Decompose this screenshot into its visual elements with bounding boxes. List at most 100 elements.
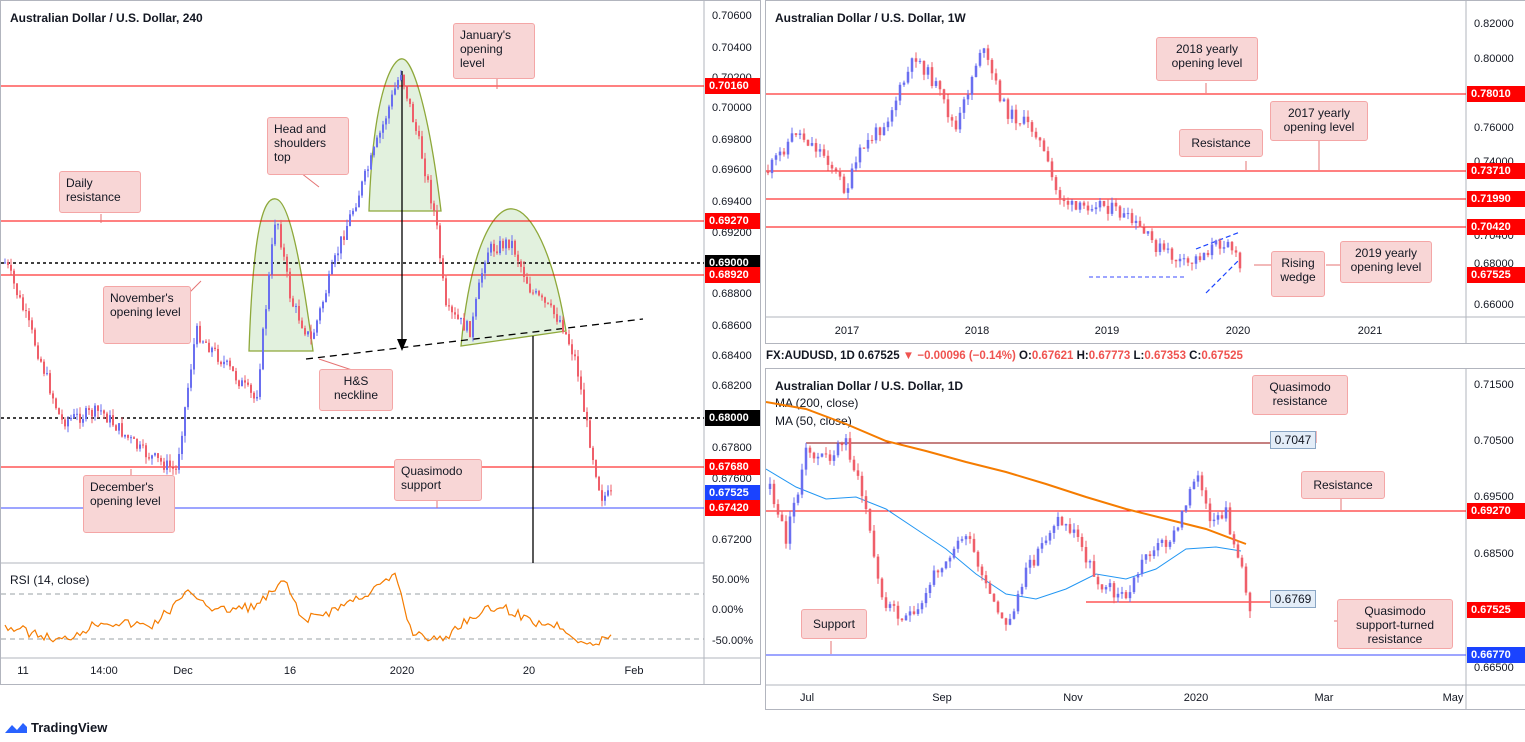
chart-panel-4h[interactable]: Australian Dollar / U.S. Dollar, 240 — [0, 0, 761, 685]
candle-body — [250, 384, 252, 393]
candle-body — [499, 240, 501, 254]
candle-body — [884, 597, 888, 608]
candle-body — [268, 274, 270, 310]
candle-body — [286, 256, 288, 272]
candle-body — [872, 530, 876, 557]
candle-body — [109, 415, 111, 423]
candle-body — [88, 408, 90, 411]
candle-body — [319, 308, 321, 321]
symbol-header: FX:AUDUSD, 1D 0.67525 ▼ −0.00096 (−0.14%… — [766, 350, 1243, 362]
chart-panel-1w[interactable]: Australian Dollar / U.S. Dollar, 1W 2018… — [765, 0, 1525, 344]
candle-body — [265, 309, 267, 329]
candle-body — [442, 258, 444, 279]
candle-body — [1136, 574, 1140, 578]
candle-body — [962, 99, 966, 113]
candle-body — [232, 366, 234, 372]
candle-body — [208, 342, 210, 353]
candle-body — [790, 133, 794, 142]
candle-body — [46, 373, 48, 375]
candle-body — [166, 460, 168, 470]
price-level-tag: 0.68000 — [705, 410, 760, 426]
candle-body — [1086, 205, 1090, 211]
candle-body — [774, 155, 778, 160]
candle-body — [34, 329, 36, 346]
candle-body — [856, 470, 860, 476]
candle-body — [1048, 532, 1052, 541]
candle-body — [1212, 519, 1216, 522]
candle-body — [1106, 205, 1110, 214]
symbol: FX:AUDUSD, 1D — [766, 350, 855, 362]
candle-body — [912, 611, 916, 614]
candle-body — [64, 419, 66, 427]
candle-body — [610, 490, 612, 492]
candle-body — [520, 261, 522, 267]
candle-body — [1084, 546, 1088, 563]
candle-body — [337, 253, 339, 256]
candle-body — [112, 415, 114, 426]
open-value: 0.67621 — [1031, 350, 1074, 362]
candle-body — [950, 117, 954, 121]
candle-body — [996, 601, 1000, 613]
candle-body — [79, 413, 81, 423]
candle-body — [900, 618, 904, 621]
candle-body — [1146, 231, 1150, 234]
candle-body — [952, 548, 956, 558]
candle-body — [130, 437, 132, 439]
candle-body — [172, 467, 174, 469]
candle-body — [1046, 151, 1050, 162]
price-tick: 0.70500 — [1474, 435, 1514, 447]
candle-body — [289, 271, 291, 299]
hs-right-shoulder — [460, 208, 567, 347]
candle-body — [896, 605, 900, 619]
candle-body — [792, 502, 796, 517]
chart-panel-1d[interactable]: Australian Dollar / U.S. Dollar, 1D MA (… — [765, 368, 1525, 710]
chart-canvas-1w[interactable] — [766, 1, 1525, 343]
candle-body — [1098, 201, 1102, 208]
candle-body — [834, 168, 838, 171]
candle-body — [940, 568, 944, 573]
price-tick: 0.68400 — [712, 350, 752, 362]
candle-body — [1056, 516, 1060, 527]
candle-body — [37, 345, 39, 359]
candle-body — [836, 443, 840, 456]
tradingview-logo[interactable]: TradingView — [4, 720, 107, 735]
candle-body — [136, 438, 138, 449]
chart-canvas-4h[interactable] — [1, 1, 760, 684]
candle-body — [1064, 524, 1068, 526]
price-level-tag: 0.69270 — [705, 213, 760, 229]
note-resistance: Resistance — [1301, 471, 1385, 499]
candle-body — [334, 255, 336, 265]
price-tick: 0.67800 — [712, 442, 752, 454]
time-tick: Dec — [173, 665, 193, 677]
last-price: 0.67525 — [858, 350, 900, 362]
candle-body — [820, 453, 824, 457]
candle-body — [818, 149, 822, 152]
candle-body — [1134, 220, 1138, 224]
candle-body — [343, 236, 345, 240]
candle-body — [1238, 252, 1242, 269]
candle-body — [7, 262, 9, 265]
candle-body — [1240, 557, 1244, 567]
chart-canvas-1d[interactable] — [766, 369, 1525, 709]
note-2018: 2018 yearly opening level — [1156, 37, 1258, 81]
candle-body — [100, 410, 102, 412]
candle-body — [1248, 592, 1252, 612]
candle-body — [451, 306, 453, 313]
time-tick: Mar — [1314, 692, 1334, 704]
candle-body — [322, 301, 324, 309]
candle-body — [992, 593, 996, 602]
candle-body — [1190, 262, 1194, 264]
note-january: January's opening level — [453, 23, 535, 79]
candle-body — [894, 100, 898, 111]
candle-body — [535, 291, 537, 293]
candle-body — [1076, 529, 1080, 537]
candle-body — [1004, 618, 1008, 625]
rsi-tick: -50.00% — [712, 635, 753, 647]
candle-body — [355, 207, 357, 211]
candle-body — [928, 584, 932, 594]
candle-body — [253, 392, 255, 399]
candle-body — [49, 373, 51, 394]
price-tick: 0.71500 — [1474, 379, 1514, 391]
candle-body — [860, 475, 864, 497]
candle-body — [960, 539, 964, 541]
